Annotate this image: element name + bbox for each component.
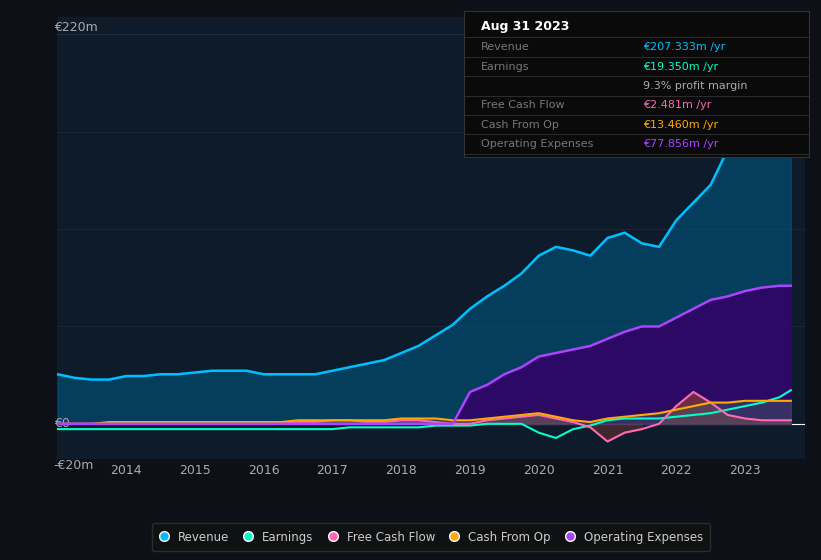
Legend: Revenue, Earnings, Free Cash Flow, Cash From Op, Operating Expenses: Revenue, Earnings, Free Cash Flow, Cash … <box>152 524 710 550</box>
Text: €207.333m /yr: €207.333m /yr <box>643 42 726 52</box>
Text: Revenue: Revenue <box>481 42 530 52</box>
Text: Cash From Op: Cash From Op <box>481 120 559 130</box>
Text: 9.3% profit margin: 9.3% profit margin <box>643 81 748 91</box>
Text: Earnings: Earnings <box>481 62 530 72</box>
Text: Operating Expenses: Operating Expenses <box>481 139 594 149</box>
Text: Aug 31 2023: Aug 31 2023 <box>481 20 570 33</box>
Text: €77.856m /yr: €77.856m /yr <box>643 139 718 149</box>
Text: €220m: €220m <box>53 21 98 35</box>
Text: -€20m: -€20m <box>53 459 94 472</box>
Text: €0: €0 <box>53 417 70 430</box>
Text: €19.350m /yr: €19.350m /yr <box>643 62 718 72</box>
Text: €13.460m /yr: €13.460m /yr <box>643 120 718 130</box>
Text: €2.481m /yr: €2.481m /yr <box>643 100 712 110</box>
Text: Free Cash Flow: Free Cash Flow <box>481 100 565 110</box>
